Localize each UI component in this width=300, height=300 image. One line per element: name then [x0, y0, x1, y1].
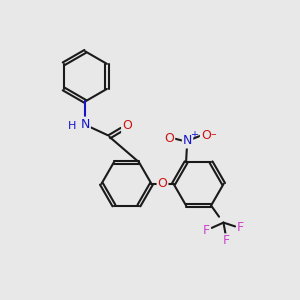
Text: O: O: [201, 129, 211, 142]
Text: O: O: [122, 119, 132, 132]
Text: F: F: [203, 224, 210, 237]
Text: F: F: [222, 234, 230, 248]
Text: +: +: [190, 130, 198, 140]
Text: O: O: [164, 132, 174, 145]
Text: N: N: [183, 134, 192, 148]
Text: F: F: [237, 221, 244, 234]
Text: –: –: [211, 129, 217, 139]
Text: O: O: [158, 177, 167, 190]
Text: H: H: [68, 121, 76, 130]
Text: N: N: [80, 118, 90, 130]
